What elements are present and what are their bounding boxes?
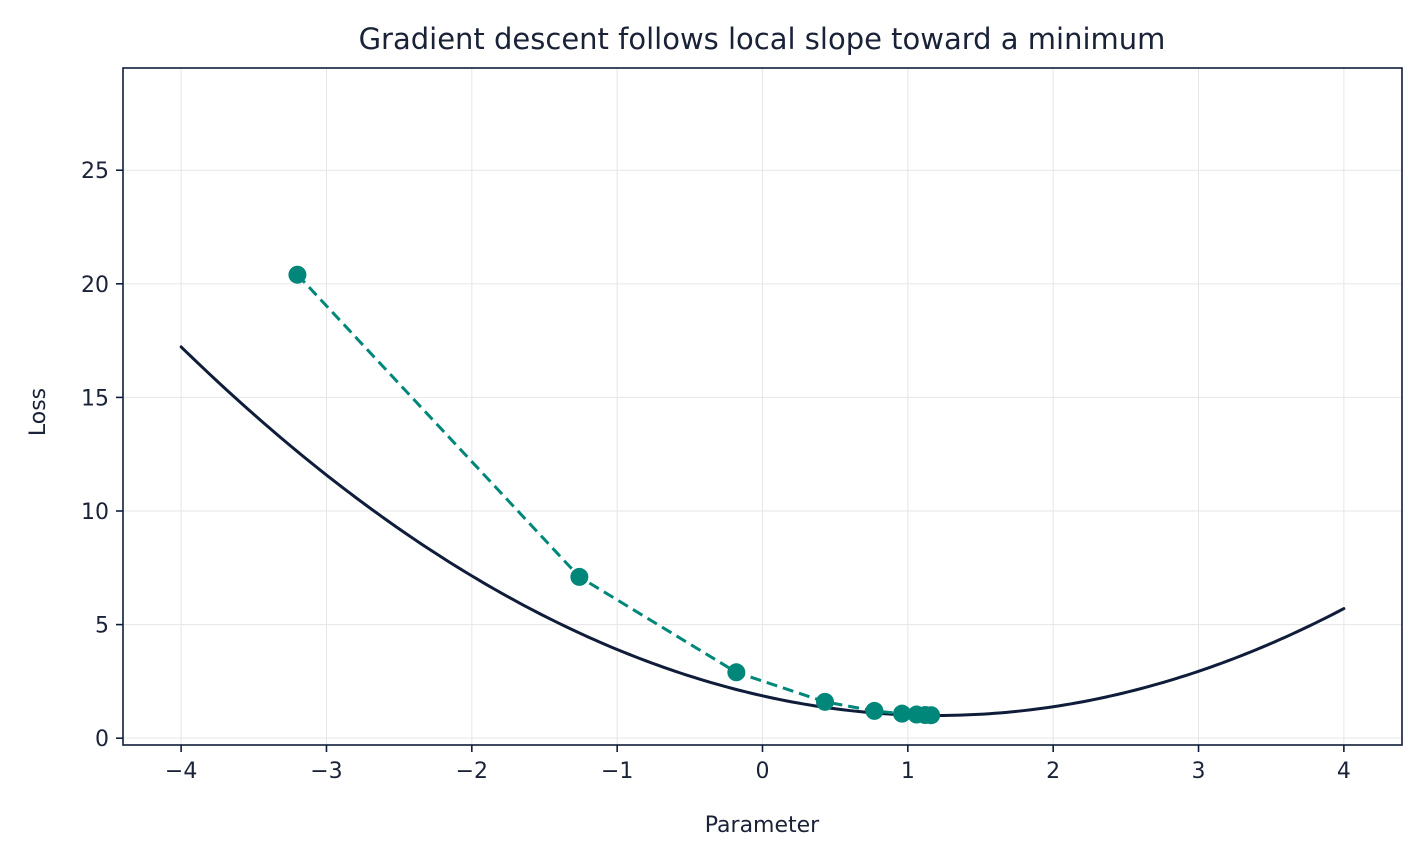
x-tick-label: −1 <box>601 759 633 784</box>
descent-step-point <box>922 706 941 725</box>
y-tick-label: 5 <box>95 614 109 639</box>
loss-curve <box>179 345 1346 717</box>
x-tick-label: 0 <box>756 759 770 784</box>
x-tick-label: 2 <box>1046 759 1060 784</box>
descent-step-point <box>288 265 307 284</box>
x-tick-label: 1 <box>901 759 915 784</box>
series-layer <box>179 265 1346 725</box>
x-axis: −4 −3 −2 −1 0 1 2 3 4 <box>165 745 1351 784</box>
y-tick-label: 25 <box>81 159 109 184</box>
x-tick-label: −3 <box>310 759 342 784</box>
descent-step-point <box>865 701 884 720</box>
y-tick-label: 0 <box>95 727 109 752</box>
y-tick-label: 10 <box>81 500 109 525</box>
descent-step-point <box>815 692 834 711</box>
y-axis: 0 5 10 15 20 25 <box>81 159 123 752</box>
x-tick-label: −2 <box>456 759 488 784</box>
descent-step-point <box>727 663 746 682</box>
descent-step-point <box>570 567 589 586</box>
chart-title: Gradient descent follows local slope tow… <box>359 22 1166 56</box>
x-tick-label: 3 <box>1192 759 1206 784</box>
x-tick-label: −4 <box>165 759 197 784</box>
grid <box>123 68 1402 745</box>
y-axis-label: Loss <box>26 388 51 436</box>
x-tick-label: 4 <box>1337 759 1351 784</box>
y-tick-label: 20 <box>81 273 109 298</box>
descent-step-point <box>893 704 912 723</box>
y-tick-label: 15 <box>81 386 109 411</box>
x-axis-label: Parameter <box>705 813 820 838</box>
